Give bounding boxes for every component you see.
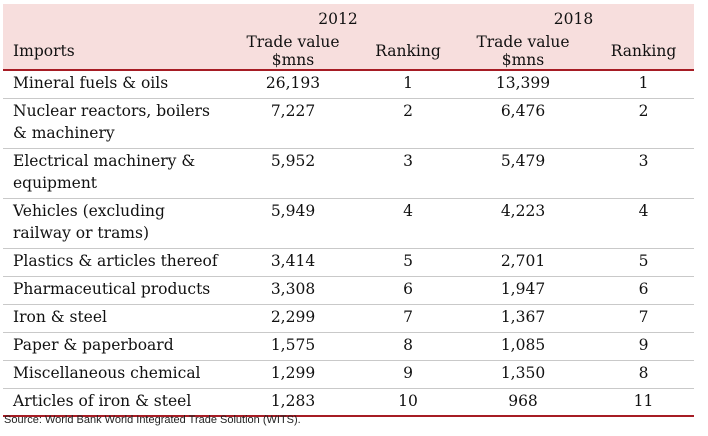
row-value-2018: 1,085 <box>500 335 546 354</box>
table-row: Pharmaceutical products 3,308 6 1,947 6 <box>3 276 694 304</box>
column-header-imports: Imports <box>13 42 75 60</box>
row-value-2012: 1,283 <box>270 391 316 410</box>
row-item: Pharmaceutical products <box>13 279 211 298</box>
column-header-trade-value-2012: Trade value $mns <box>246 33 340 69</box>
table-row: Electrical machinery & equipment 5,952 3… <box>3 148 694 198</box>
row-rank-2018: 4 <box>638 201 649 220</box>
row-item: Miscellaneous chemical <box>13 363 201 382</box>
year-header-2018: 2018 <box>553 9 594 28</box>
imports-table: 2012 2018 Imports Trade value $mns Ranki… <box>3 4 694 417</box>
column-header-trade-value-2018: Trade value $mns <box>476 33 570 69</box>
row-rank-2012: 6 <box>403 279 413 298</box>
row-rank-2012: 2 <box>403 101 413 120</box>
column-header-ranking-2012: Ranking <box>375 42 441 60</box>
table-row: Articles of iron & steel 1,283 10 968 11 <box>3 388 694 416</box>
row-value-2018: 4,223 <box>500 201 546 220</box>
row-value-2018: 1,367 <box>500 307 546 326</box>
row-value-2012: 1,299 <box>270 363 316 382</box>
row-value-2012: 5,949 <box>270 201 316 220</box>
column-header-ranking-2018: Ranking <box>610 42 677 60</box>
row-value-2012: 3,308 <box>270 279 316 298</box>
row-value-2012: 2,299 <box>270 307 316 326</box>
row-rank-2012: 1 <box>403 74 413 92</box>
row-value-2018: 1,947 <box>500 279 546 298</box>
year-header-blank <box>3 4 223 33</box>
column-header-row: Imports Trade value $mns Ranking Trade v… <box>3 33 694 70</box>
table-row: Iron & steel 2,299 7 1,367 7 <box>3 304 694 332</box>
row-value-2018: 13,399 <box>495 74 551 92</box>
row-rank-2018: 7 <box>638 307 649 326</box>
row-rank-2018: 5 <box>638 251 649 270</box>
row-item: Mineral fuels & oils <box>13 74 169 92</box>
row-rank-2012: 9 <box>403 363 413 382</box>
row-item: Iron & steel <box>13 307 107 326</box>
row-value-2012: 26,193 <box>265 74 321 92</box>
row-rank-2018: 1 <box>638 74 649 92</box>
row-rank-2012: 5 <box>403 251 413 270</box>
row-value-2018: 1,350 <box>500 363 546 382</box>
row-item: Plastics & articles thereof <box>13 251 218 270</box>
row-item: Articles of iron & steel <box>13 391 192 410</box>
row-rank-2018: 8 <box>638 363 649 382</box>
table-row: Miscellaneous chemical 1,299 9 1,350 8 <box>3 360 694 388</box>
row-rank-2018: 2 <box>638 101 649 120</box>
row-value-2012: 1,575 <box>270 335 316 354</box>
row-item: Electrical machinery & equipment <box>13 151 196 192</box>
table-row: Vehicles (excluding railway or trams) 5,… <box>3 198 694 248</box>
row-value-2018: 968 <box>508 391 538 410</box>
year-header-2012: 2012 <box>318 9 358 28</box>
row-item: Vehicles (excluding railway or trams) <box>13 201 165 242</box>
imports-table-container: 2012 2018 Imports Trade value $mns Ranki… <box>3 4 694 417</box>
row-item: Paper & paperboard <box>13 335 174 354</box>
row-rank-2018: 9 <box>638 335 649 354</box>
row-value-2018: 2,701 <box>500 251 546 270</box>
row-rank-2012: 7 <box>403 307 413 326</box>
row-rank-2012: 10 <box>398 391 418 410</box>
row-value-2012: 5,952 <box>270 151 316 170</box>
row-value-2012: 7,227 <box>270 101 316 120</box>
year-header-row: 2012 2018 <box>3 4 694 33</box>
row-rank-2018: 6 <box>638 279 649 298</box>
row-value-2018: 6,476 <box>500 101 546 120</box>
row-rank-2012: 3 <box>403 151 413 170</box>
row-rank-2012: 4 <box>403 201 413 220</box>
table-row: Paper & paperboard 1,575 8 1,085 9 <box>3 332 694 360</box>
row-value-2012: 3,414 <box>270 251 316 270</box>
row-rank-2012: 8 <box>403 335 413 354</box>
row-item: Nuclear reactors, boilers & machinery <box>13 101 210 142</box>
table-row: Plastics & articles thereof 3,414 5 2,70… <box>3 248 694 276</box>
table-row: Mineral fuels & oils 26,193 1 13,399 1 <box>3 70 694 98</box>
row-value-2018: 5,479 <box>500 151 546 170</box>
source-note: Source: World Bank World Integrated Trad… <box>4 414 301 426</box>
row-rank-2018: 11 <box>633 391 654 410</box>
table-row: Nuclear reactors, boilers & machinery 7,… <box>3 98 694 148</box>
row-rank-2018: 3 <box>638 151 649 170</box>
